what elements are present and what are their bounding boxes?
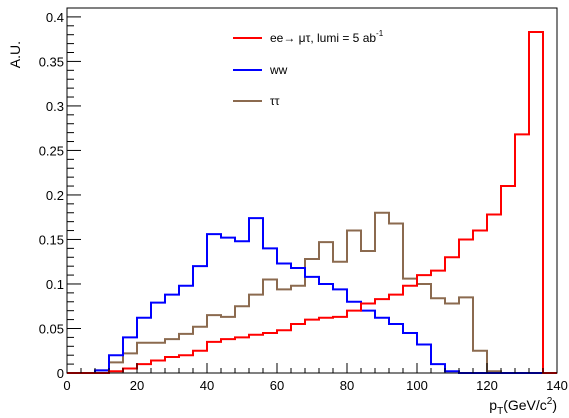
x-tick-label: 0 — [63, 378, 70, 393]
histogram-series-signal — [67, 31, 557, 374]
legend-label-signal-main: ee→ μτ, lumi = 5 ab — [270, 31, 376, 45]
histogram-outline-tautau — [67, 211, 557, 374]
y-tick-label: 0.2 — [46, 188, 64, 203]
legend-label-ww: ww — [269, 63, 288, 77]
x-tick-label: 140 — [546, 378, 568, 393]
y-axis-title: A.U. — [7, 41, 23, 68]
x-axis-title-unit-superscript: 2 — [547, 396, 553, 407]
y-tick-label: 0.25 — [39, 143, 64, 158]
histogram-series-ww — [67, 217, 557, 374]
x-tick-label: 120 — [476, 378, 498, 393]
y-tick-label: 0.15 — [39, 232, 64, 247]
y-tick-label: 0.05 — [39, 321, 64, 336]
histogram-series-tautau — [67, 211, 557, 374]
histogram-outline-ww — [67, 217, 557, 374]
plot-frame — [66, 7, 558, 374]
x-axis-title-subscript: T — [497, 406, 503, 417]
legend-label-signal: ee→ μτ, lumi = 5 ab-1 — [270, 29, 384, 45]
x-axis-title-unit-post: ) — [552, 397, 557, 413]
tick-labels-group: 0 20 40 60 80 100 120 140 0 0.05 0.1 0.15 0.2 0.25 0.3… — [39, 10, 568, 393]
x-axis-title-unit-pre: (GeV/c — [503, 397, 547, 413]
y-tick-label: 0.1 — [46, 277, 64, 292]
y-tick-label: 0.35 — [39, 54, 64, 69]
x-tick-label: 20 — [130, 378, 144, 393]
legend-label-tautau: ττ — [270, 94, 280, 108]
legend-label-signal-superscript: -1 — [376, 29, 384, 38]
y-tick-label: 0.3 — [46, 99, 64, 114]
x-tick-label: 80 — [340, 378, 354, 393]
histogram-outline-signal — [67, 31, 557, 374]
axis-ticks-group — [66, 7, 558, 374]
x-tick-label: 100 — [406, 378, 428, 393]
y-tick-label: 0.4 — [46, 10, 64, 25]
x-axis-title-main: p — [489, 397, 497, 413]
y-tick-label: 0 — [57, 366, 64, 381]
legend: ee→ μτ, lumi = 5 ab-1 ww ττ — [233, 29, 384, 108]
histogram-series-group — [67, 31, 557, 374]
x-tick-label: 60 — [270, 378, 284, 393]
x-tick-label: 40 — [200, 378, 214, 393]
x-axis-title: pT(GeV/c2) — [489, 396, 557, 417]
